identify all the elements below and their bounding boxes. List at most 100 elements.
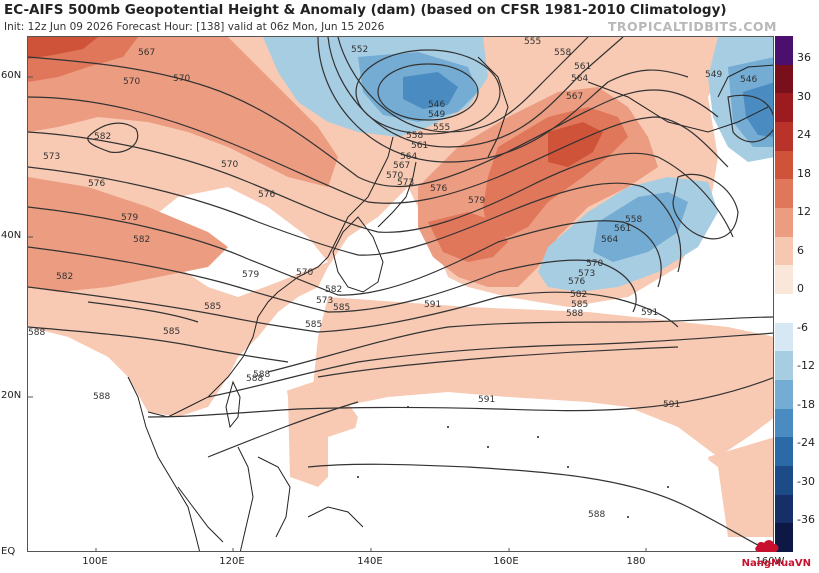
contour-label: 591 — [641, 308, 658, 318]
colorbar-segment — [775, 208, 793, 238]
colorbar-label: -36 — [797, 513, 815, 527]
contour-label: 582 — [570, 290, 587, 300]
height-contours — [28, 37, 773, 551]
contour-label: 588 — [588, 510, 605, 520]
contour-label: 570 — [221, 160, 238, 170]
colorbar-segment — [775, 122, 793, 152]
contour-label: 588 — [93, 392, 110, 402]
coastlines — [127, 56, 773, 551]
colorbar-label: 6 — [797, 243, 804, 257]
contour-label: 552 — [351, 45, 368, 55]
cloud-icon — [755, 540, 779, 552]
contour-label: 576 — [258, 190, 275, 200]
contour-label: 582 — [56, 272, 73, 282]
lon-label: 160W — [755, 556, 785, 567]
contour-label: 585 — [204, 302, 221, 312]
contour-label: 585 — [571, 300, 588, 310]
contour-label: 567 — [393, 161, 410, 171]
colorbar-segment — [775, 236, 793, 266]
colorbar-label: -30 — [797, 474, 815, 488]
colorbar-label: -24 — [797, 436, 815, 450]
contour-label: 579 — [468, 196, 485, 206]
contour-label: 561 — [411, 141, 428, 151]
contour-label: 567 — [138, 48, 155, 58]
contour-label: 570 — [123, 77, 140, 87]
colorbar-label: -6 — [797, 320, 808, 334]
colorbar-segment — [775, 265, 793, 295]
contour-label: 549 — [428, 110, 445, 120]
contour-labels: 552 546 549 555 558 561 564 567 570 573 … — [28, 37, 757, 520]
colorbar-label: 18 — [797, 166, 811, 180]
colorbar-segment — [775, 351, 793, 381]
colorbar-segment — [775, 380, 793, 410]
colorbar-segment — [775, 437, 793, 467]
lon-label: 120E — [219, 556, 245, 567]
colorbar-segment — [775, 36, 793, 66]
contour-label: 561 — [614, 224, 631, 234]
contour-label: 585 — [333, 303, 350, 313]
contour-label: 564 — [601, 235, 618, 245]
contour-label: 573 — [43, 152, 60, 162]
lat-label: 40N — [1, 230, 22, 241]
contour-label: 573 — [397, 178, 414, 188]
colorbar-segment — [775, 494, 793, 524]
contour-label: 582 — [133, 235, 150, 245]
contour-label: 582 — [325, 285, 342, 295]
colorbar-segment — [775, 93, 793, 123]
map-canvas: 552 546 549 555 558 561 564 567 570 573 … — [28, 37, 773, 551]
contour-label: 558 — [554, 48, 571, 58]
contour-label: 588 — [28, 328, 45, 338]
contour-label: 570 — [296, 268, 313, 278]
contour-label: 564 — [571, 74, 588, 84]
colorbar-segment — [775, 64, 793, 94]
lon-label: 140E — [357, 556, 383, 567]
contour-label: 585 — [163, 327, 180, 337]
colorbar-label: 30 — [797, 89, 811, 103]
colorbar-segment — [775, 179, 793, 209]
contour-label: 588 — [246, 374, 263, 384]
colorbar-label: 12 — [797, 205, 811, 219]
graticule — [28, 76, 647, 551]
colorbar-segment — [775, 523, 793, 553]
colorbar-label: -18 — [797, 397, 815, 411]
anomaly-neutral — [28, 187, 770, 551]
contour-label: 591 — [424, 300, 441, 310]
contour-label: 570 — [173, 74, 190, 84]
colorbar-label: 0 — [797, 282, 804, 296]
contour-label: 573 — [316, 296, 333, 306]
colorbar-segment — [775, 408, 793, 438]
contour-label: 564 — [400, 152, 417, 162]
colorbar-label: -12 — [797, 359, 815, 373]
colorbar-label: 36 — [797, 51, 811, 64]
contour-label: 546 — [428, 100, 445, 110]
colorbar — [775, 36, 793, 553]
contour-label: 588 — [566, 309, 583, 319]
colorbar-segment — [775, 466, 793, 496]
contour-label: 555 — [433, 123, 450, 133]
lat-label: 60N — [1, 70, 22, 81]
contour-label: 576 — [568, 277, 585, 287]
contour-label: 576 — [88, 179, 105, 189]
colorbar-segment — [775, 294, 793, 324]
anomaly-positive-core — [28, 37, 603, 167]
contour-label: 546 — [740, 75, 757, 85]
contour-label: 549 — [705, 70, 722, 80]
lon-label: 180 — [626, 556, 646, 567]
map-panel: 552 546 549 555 558 561 564 567 570 573 … — [27, 36, 774, 552]
lon-label: 160E — [493, 556, 519, 567]
contour-label: 585 — [305, 320, 322, 330]
contour-label: 588 — [253, 370, 270, 380]
contour-label: 570 — [386, 171, 403, 181]
contour-label: 579 — [242, 270, 259, 280]
colorbar-label: 24 — [797, 128, 811, 141]
contour-label: 576 — [430, 184, 447, 194]
chart-subtitle: Init: 12z Jun 09 2026 Forecast Hour: [13… — [4, 21, 385, 33]
contour-label: 570 — [586, 259, 603, 269]
contour-label: 561 — [574, 62, 591, 72]
lat-label: EQ — [1, 546, 16, 557]
colorbar-segment — [775, 322, 793, 352]
contour-label: 555 — [524, 37, 541, 47]
lat-label: 20N — [1, 390, 22, 401]
contour-label: 591 — [663, 400, 680, 410]
